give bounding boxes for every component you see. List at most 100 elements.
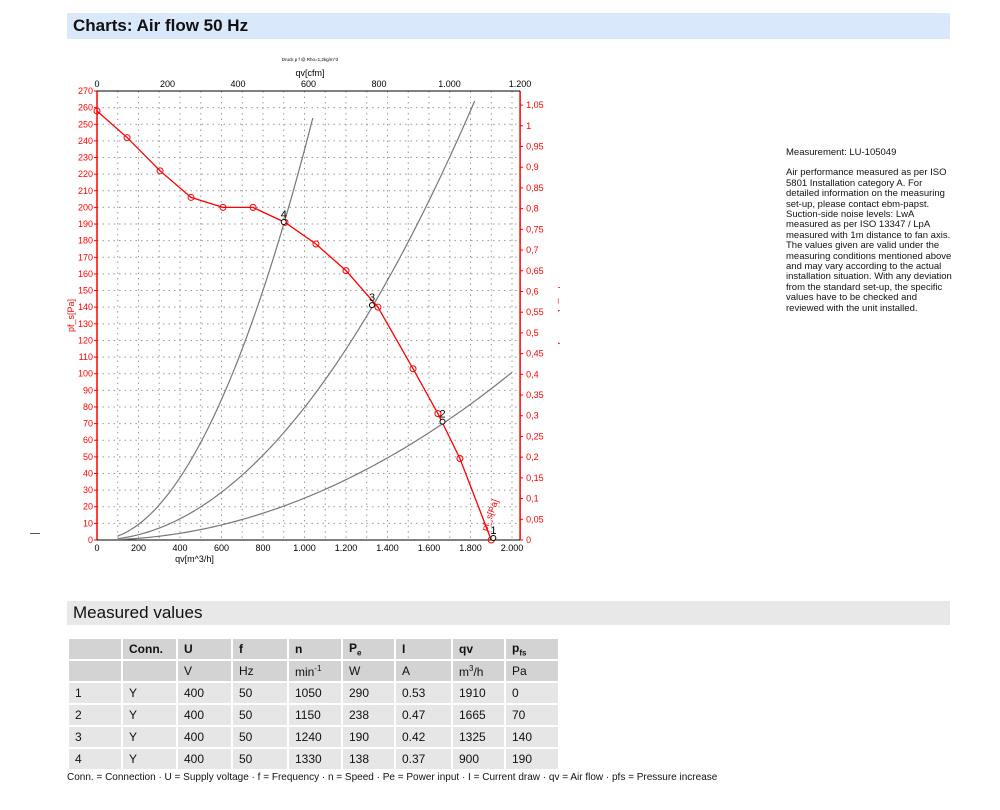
y-tick-label: 110 — [79, 352, 93, 362]
y2-tick-label: 0,85 — [526, 183, 544, 193]
x-tick-label: 800 — [255, 543, 270, 553]
table-cell: Conn. — [123, 639, 176, 659]
table-cell: 138 — [343, 749, 394, 769]
measurement-text: Air performance measured as per ISO 5801… — [786, 167, 952, 314]
x2-tick-label: 800 — [372, 79, 387, 89]
table-cell: 1150 — [289, 705, 341, 725]
y2-tick-label: 0,2 — [526, 452, 539, 462]
y2-tick-label: 1 — [526, 121, 531, 131]
table-cell: 50 — [233, 749, 287, 769]
y-tick-label: 150 — [78, 286, 93, 296]
table-cell: Y — [123, 683, 176, 703]
table-cell: A — [396, 661, 451, 681]
table-cell: U — [178, 639, 231, 659]
x-tick-label: 1.600 — [418, 543, 441, 553]
chart-title: Druck p f @ Rho=1,2kg/m^3 — [282, 57, 339, 62]
fan-curve-point — [249, 203, 257, 211]
table-cell: qv — [453, 639, 504, 659]
x-tick-label: 1.000 — [293, 543, 316, 553]
table-cell: Pa — [506, 661, 558, 681]
x-axis-label: qv[m^3/h] — [175, 554, 214, 564]
y2-tick-label: 0,55 — [526, 307, 544, 317]
table-cell: 1240 — [289, 727, 341, 747]
y2-tick-label: 0,8 — [526, 204, 539, 214]
y-tick-label: 30 — [83, 485, 93, 495]
x2-tick-label: 200 — [160, 79, 175, 89]
table-cell: Pe — [343, 639, 394, 659]
x-tick-label: 0 — [94, 543, 99, 553]
measured-values-header: Measured values — [67, 601, 950, 625]
x-tick-label: 200 — [131, 543, 146, 553]
y-tick-label: 230 — [78, 153, 93, 163]
operating-point — [490, 535, 497, 541]
fan-curve-point — [312, 240, 320, 248]
table-row: 4 Y 400 50 1330 138 0.37 900 190 — [69, 749, 558, 769]
y2-tick-label: 0,45 — [526, 349, 544, 359]
y-tick-label: 20 — [83, 502, 93, 512]
measurement-id: Measurement: LU-105049 — [786, 147, 897, 158]
table-cell: 400 — [178, 683, 231, 703]
fan-curve — [96, 110, 492, 541]
operating-point-label: 1 — [490, 525, 496, 537]
y-tick-label: 240 — [78, 136, 93, 146]
x-tick-label: 2.000 — [501, 543, 524, 553]
table-cell: Y — [123, 705, 176, 725]
y-tick-label: 80 — [83, 402, 93, 412]
table-footnote: Conn. = Connection · U = Supply voltage … — [67, 772, 718, 783]
x2-axis-label: qv[cfm] — [295, 68, 324, 78]
y-tick-label: 130 — [78, 319, 93, 329]
table-row: 3 Y 400 50 1240 190 0.42 1325 140 — [69, 727, 558, 747]
y2-axis-label: pfs_E[IN H2O] — [558, 286, 560, 344]
table-cell — [69, 639, 121, 659]
x-tick-label: 1.800 — [459, 543, 482, 553]
fan-curve-point — [93, 107, 101, 115]
operating-point-label: 3 — [369, 292, 375, 304]
y2-tick-label: 0,35 — [526, 390, 544, 400]
table-cell: m3/h — [453, 661, 504, 681]
table-cell: 50 — [233, 705, 287, 725]
y2-tick-label: 0,4 — [526, 369, 539, 379]
y-tick-label: 100 — [78, 369, 93, 379]
table-cell: 50 — [233, 683, 287, 703]
table-cell: Y — [123, 727, 176, 747]
table-cell: 0.37 — [396, 749, 451, 769]
table-cell: I — [396, 639, 451, 659]
table-cell — [123, 661, 176, 681]
operating-point — [439, 418, 446, 425]
y2-tick-label: 0,9 — [526, 162, 539, 172]
air-flow-chart: 0102030405060708090100110120130140150160… — [66, 57, 560, 564]
measurement-note: Measurement: LU-105049 Air performance m… — [786, 147, 956, 324]
y-tick-label: 120 — [78, 335, 93, 345]
y-tick-label: 60 — [83, 435, 93, 445]
y-tick-label: 170 — [78, 252, 93, 262]
x-tick-label: 1.200 — [335, 543, 358, 553]
operating-point-label: 2 — [439, 409, 445, 421]
table-cell: 1665 — [453, 705, 504, 725]
y2-tick-label: 0,1 — [526, 494, 539, 504]
table-cell: 4 — [69, 749, 121, 769]
table-cell: Y — [123, 749, 176, 769]
y2-tick-label: 0,5 — [526, 328, 539, 338]
system-curve-4 — [117, 117, 314, 537]
fan-curve-point — [374, 303, 382, 311]
table-row: 1 Y 400 50 1050 290 0.53 1910 0 — [69, 683, 558, 703]
operating-point-label: 4 — [281, 209, 287, 221]
table-cell: 1 — [69, 683, 121, 703]
fan-curve-point — [434, 410, 442, 418]
y-tick-label: 220 — [78, 169, 93, 179]
y2-tick-label: 0,3 — [526, 411, 539, 421]
table-cell: V — [178, 661, 231, 681]
table-row: 2 Y 400 50 1150 238 0.47 1665 70 — [69, 705, 558, 725]
x2-tick-label: 400 — [231, 79, 246, 89]
operating-point — [368, 302, 375, 309]
y2-tick-label: 0,65 — [526, 266, 544, 276]
y2-tick-label: 0,25 — [526, 431, 544, 441]
fan-curve-point — [456, 455, 464, 463]
table-cell: Hz — [233, 661, 287, 681]
x2-tick-label: 0 — [94, 79, 99, 89]
y-tick-label: 140 — [78, 302, 93, 312]
y-tick-label: 70 — [83, 419, 93, 429]
table-cell — [69, 661, 121, 681]
fan-curve-point — [219, 203, 227, 211]
